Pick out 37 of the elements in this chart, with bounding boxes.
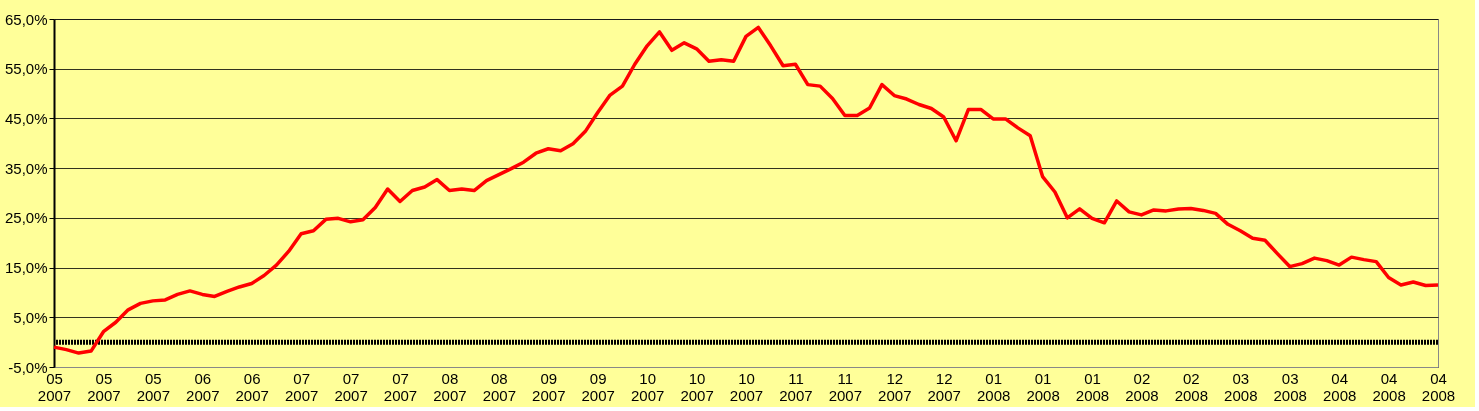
y-tick-label: 15,0% [4,259,48,277]
x-tick-label: 10 2007 [680,369,714,404]
y-tick-label: 25,0% [4,209,48,227]
y-tick-label: 55,0% [4,60,48,78]
x-tick-label: 03 2008 [1224,369,1258,404]
x-tick-label: 10 2007 [729,369,764,404]
x-tick-label: 01 2008 [976,369,1011,404]
x-tick-label: 07 2007 [334,369,368,404]
x-tick-label: 07 2007 [383,369,418,404]
y-tick-label: 5,0% [13,308,48,326]
x-tick-label: 02 2008 [1125,369,1159,404]
x-tick-label: 07 2007 [284,369,319,404]
x-tick-label: 06 2007 [186,369,220,404]
y-tick-label: 45,0% [4,109,48,127]
x-tick-label: 02 2008 [1174,369,1209,404]
x-tick-label: 05 2007 [87,369,121,404]
x-tick-label: 05 2007 [136,369,171,404]
x-tick-label: 08 2007 [433,369,467,404]
x-tick-label: 09 2007 [532,369,566,404]
x-tick-label: 08 2007 [482,369,517,404]
x-tick-label: 12 2007 [878,369,912,404]
x-tick-label: 09 2007 [581,369,615,404]
line-series [52,25,1440,355]
y-tick-label: 35,0% [4,159,48,177]
x-tick-label: 04 2008 [1322,369,1357,404]
x-tick-label: 10 2007 [630,369,665,404]
x-tick-label: 03 2008 [1273,369,1307,404]
x-tick-label: 04 2008 [1421,369,1456,404]
x-tick-label: 01 2008 [1075,369,1110,404]
x-tick-label: 12 2007 [927,369,961,404]
x-tick-label: 06 2007 [235,369,269,404]
y-tick-label: -5,0% [8,358,48,376]
x-tick-label: 01 2008 [1026,369,1060,404]
x-tick-label: 11 2007 [828,369,863,404]
x-tick-label: 11 2007 [779,369,813,404]
y-tick-label: 65,0% [4,10,48,28]
x-tick-label: 04 2008 [1372,369,1406,404]
